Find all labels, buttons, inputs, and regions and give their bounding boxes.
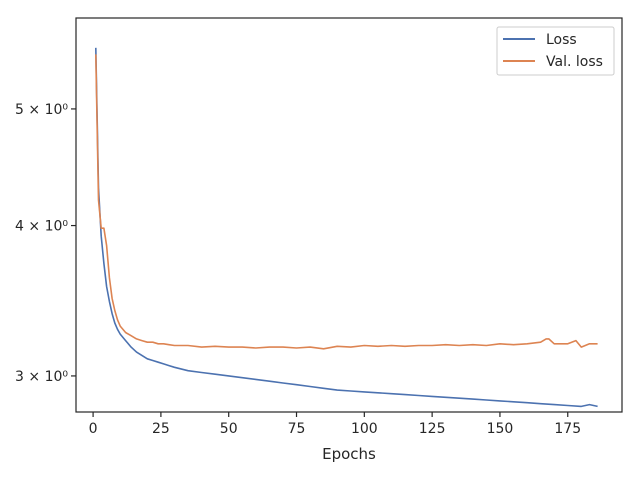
y-tick-label: 3 × 10⁰ [15,369,68,385]
x-axis: 0 25 50 75 100 125 150 175 [89,412,581,437]
x-axis-label: Epochs [322,445,376,463]
x-tick-label: 0 [89,421,98,437]
x-tick-label: 125 [419,421,446,437]
series-line-val-loss [95,54,598,350]
x-tick-label: 25 [152,421,170,437]
y-tick-label: 4 × 10⁰ [15,219,68,235]
y-tick-label: 5 × 10⁰ [15,102,68,118]
x-tick-label: 175 [554,421,581,437]
legend: Loss Val. loss [496,26,615,76]
plot-frame [75,17,623,413]
legend-label-val-loss: Val. loss [546,54,603,70]
x-tick-label: 100 [351,421,378,437]
x-tick-label: 75 [288,421,306,437]
series-group [95,47,598,408]
x-tick-label: 50 [220,421,238,437]
x-tick-label: 150 [487,421,514,437]
legend-label-loss: Loss [546,32,577,48]
series-line-loss [95,47,598,408]
y-axis: 3 × 10⁰ 4 × 10⁰ 5 × 10⁰ [15,102,76,385]
